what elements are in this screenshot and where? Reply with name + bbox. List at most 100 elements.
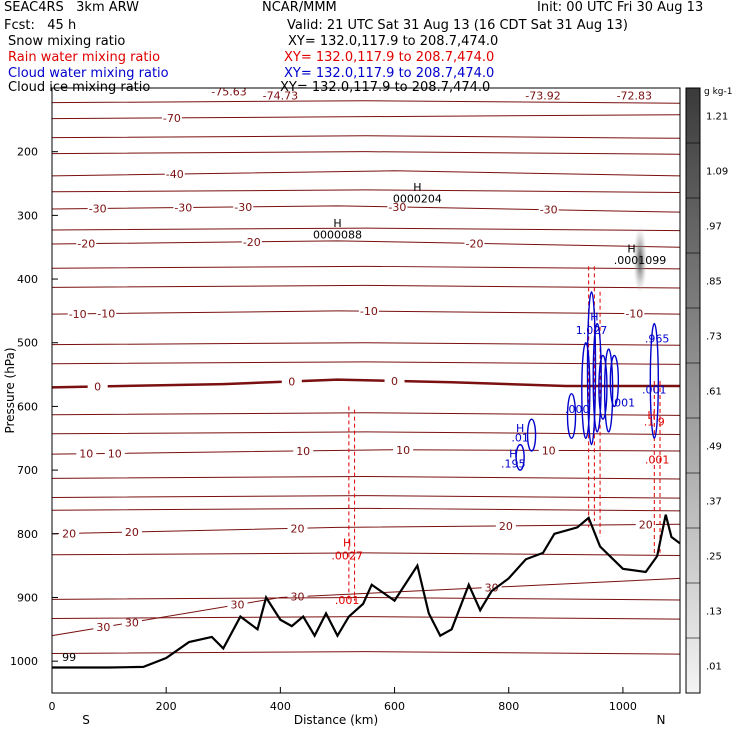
annotation-label: 99: [62, 651, 76, 664]
y-tick-label: 900: [17, 591, 38, 604]
annotation-label: 0000204: [393, 193, 442, 206]
valid-time-label: Valid: 21 UTC Sat 31 Aug 13 (16 CDT Sat …: [287, 18, 628, 33]
contour-label: -30: [540, 204, 558, 217]
temperature-isotherm: [52, 552, 680, 556]
annotation-label: .195: [501, 458, 526, 471]
temperature-contour--10: [52, 310, 680, 315]
annotation-label: -75.63: [211, 86, 246, 99]
temperature-contour--70: [52, 114, 680, 120]
temperature-contour-10: [52, 449, 680, 455]
colorbar-tick-label: .37: [706, 497, 722, 508]
temperature-contour-20: [52, 523, 680, 535]
colorbar-tick-label: .49: [706, 442, 722, 453]
temperature-isotherm: [52, 431, 680, 435]
temperature-contour--40: [52, 170, 680, 177]
annotation-label: -72.83: [617, 89, 652, 102]
temperature-isotherm: [52, 507, 680, 512]
cloud-water-contour: [603, 348, 614, 433]
temperature-isotherm: [52, 135, 680, 139]
colorbar-unit: g kg-1: [704, 87, 732, 97]
x-tick-label: 800: [498, 700, 519, 713]
contour-label: -10: [69, 308, 87, 321]
temperature-isotherm: [52, 495, 680, 499]
contour-label: -30: [89, 202, 107, 215]
temperature-contour--20: [52, 240, 680, 248]
y-tick-label: 400: [17, 273, 38, 286]
contour-label: -20: [243, 236, 261, 249]
temperature-contour-30: [52, 577, 680, 637]
colorbar-tick-label: .25: [706, 552, 722, 563]
cloud-water-contour: [649, 322, 660, 439]
cloud-ice-shading: [633, 225, 648, 294]
y-tick-label: 600: [17, 400, 38, 413]
temperature-contour-0: [52, 378, 680, 389]
contour-label: -20: [465, 237, 483, 250]
temperature-isotherm: [52, 284, 680, 289]
cloud-water-contour: [598, 354, 608, 420]
legend-rain-xy: XY= 132.0,117.9 to 208.7,474.0: [284, 50, 495, 65]
contour-label: -20: [77, 238, 95, 251]
contour-label: 30: [290, 591, 304, 604]
contour-label: 30: [231, 599, 245, 612]
forecast-hour-label: Fcst: 45 h: [4, 18, 77, 33]
contour-label: 20: [290, 522, 304, 535]
contour-label: 20: [639, 519, 653, 532]
temperature-isotherm: [52, 189, 680, 193]
annotation-label: .001: [335, 594, 360, 607]
contour-label: 30: [125, 616, 139, 629]
contour-label: -10: [625, 308, 643, 321]
annotation-label: .000: [565, 403, 590, 416]
contour-label: 10: [296, 445, 310, 458]
contour-label: 10: [108, 447, 122, 460]
temperature-isotherm: [52, 651, 680, 655]
colorbar-tick-label: .73: [706, 332, 722, 343]
legend-snow-label: Snow mixing ratio: [8, 34, 126, 49]
x-end-label-right: N: [657, 713, 666, 727]
contour-label: -30: [234, 201, 252, 214]
y-tick-label: 700: [17, 464, 38, 477]
org-label: NCAR/MMM: [262, 0, 337, 15]
annotation-label: .965: [645, 333, 670, 346]
contour-label: 0: [288, 375, 295, 388]
cloud-water-contour: [515, 443, 525, 471]
annotation-label: .0001099: [614, 254, 667, 267]
x-tick-label: 400: [270, 700, 291, 713]
terrain-line: [52, 514, 680, 669]
temperature-isotherm: [52, 361, 680, 365]
x-tick-label: 0: [49, 700, 56, 713]
temperature-isotherm: [52, 475, 680, 480]
annotation-label: .01: [511, 431, 529, 444]
cloud-water-contour: [581, 342, 591, 439]
temperature-contour--30: [52, 205, 680, 213]
annotation-label: .0027: [331, 549, 363, 562]
cloud-water-contour: [586, 291, 597, 446]
contour-label: 30: [96, 621, 110, 634]
temperature-isotherm: [52, 265, 680, 270]
annotation-label: -74.73: [263, 89, 298, 102]
cloud-water-contour: [526, 418, 537, 452]
init-label: Init: 00 UTC Fri 30 Aug 13: [537, 0, 704, 15]
x-tick-label: 600: [384, 700, 405, 713]
legend-snow-xy: XY= 132.0,117.9 to 208.7,474.0: [288, 34, 499, 49]
annotation-label: 1.027: [576, 324, 608, 337]
annotation-label: .1 9: [644, 416, 665, 429]
contour-label: -30: [174, 202, 192, 215]
annotation-label: H: [509, 447, 517, 460]
contour-label: 10: [542, 444, 556, 457]
colorbar-tick-label: 1.21: [706, 112, 728, 123]
annotation-label: .001: [645, 454, 670, 467]
temperature-isotherm: [52, 151, 680, 155]
cloud-water-contour: [592, 322, 602, 433]
y-tick-label: 300: [17, 209, 38, 222]
legend-cloud-water-label: Cloud water mixing ratio: [8, 66, 169, 81]
annotation-label: H: [333, 217, 341, 230]
cloud-water-contour: [566, 392, 577, 439]
contour-label: 0: [391, 375, 398, 388]
y-tick-label: 200: [17, 146, 38, 159]
model-label: SEAC4RS 3km ARW: [4, 0, 140, 15]
temperature-isotherm: [52, 616, 680, 620]
contour-label: 0: [94, 380, 101, 393]
y-tick-label: 800: [17, 528, 38, 541]
contour-label: 30: [485, 581, 499, 594]
annotation-label: H: [343, 537, 351, 550]
